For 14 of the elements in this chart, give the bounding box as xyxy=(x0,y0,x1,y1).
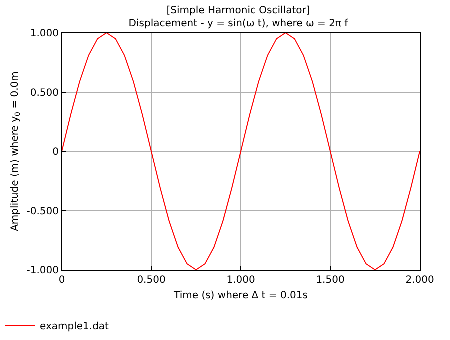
x-tick-label: 1.500 xyxy=(316,275,345,286)
chart-subtitle: Displacement - y = sin(ω t), where ω = 2π f xyxy=(128,18,349,30)
y-tick-label: 0 xyxy=(52,147,59,158)
y-tick-label: 1.000 xyxy=(30,28,59,40)
legend-label: example1.dat xyxy=(40,321,110,332)
x-tick-label: 2.000 xyxy=(406,275,434,286)
y-tick-label: -1.000 xyxy=(26,266,59,276)
x-tick-label: 1.000 xyxy=(226,275,256,286)
chart-title: [Simple Harmonic Oscillator] xyxy=(166,6,310,17)
line-series xyxy=(62,33,420,270)
x-tick-label: 0.500 xyxy=(137,275,166,286)
y-tick-label: 0.500 xyxy=(30,88,59,99)
x-axis-title: Time (s) where Δ t = 0.01s xyxy=(173,290,308,302)
y-tick-label: -0.500 xyxy=(26,206,59,218)
